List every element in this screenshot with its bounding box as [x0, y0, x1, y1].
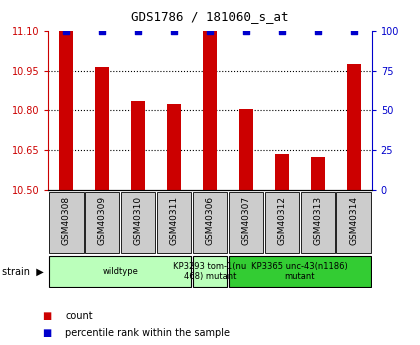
Bar — [275, 154, 289, 190]
Bar — [167, 104, 181, 190]
Bar — [121, 192, 155, 253]
Text: wildtype: wildtype — [102, 267, 138, 276]
Point — [63, 28, 70, 34]
Bar — [85, 192, 119, 253]
Point — [171, 28, 177, 34]
Bar — [228, 256, 371, 287]
Bar — [265, 192, 299, 253]
Bar — [203, 31, 217, 190]
Point — [350, 28, 357, 34]
Bar — [193, 192, 227, 253]
Text: percentile rank within the sample: percentile rank within the sample — [65, 328, 230, 338]
Bar — [311, 157, 325, 190]
Text: strain  ▶: strain ▶ — [2, 267, 44, 277]
Text: ■: ■ — [42, 311, 51, 321]
Point — [243, 28, 249, 34]
Bar — [336, 192, 371, 253]
Bar — [301, 192, 335, 253]
Text: GSM40310: GSM40310 — [134, 196, 143, 245]
Point — [99, 28, 105, 34]
Text: KP3365 unc-43(n1186)
mutant: KP3365 unc-43(n1186) mutant — [252, 262, 348, 282]
Bar — [193, 256, 227, 287]
Text: GSM40307: GSM40307 — [241, 196, 250, 245]
Text: GDS1786 / 181060_s_at: GDS1786 / 181060_s_at — [131, 10, 289, 23]
Text: GSM40309: GSM40309 — [98, 196, 107, 245]
Bar — [131, 101, 145, 190]
Text: ■: ■ — [42, 328, 51, 338]
Text: GSM40311: GSM40311 — [170, 196, 178, 245]
Text: count: count — [65, 311, 93, 321]
Bar — [49, 256, 192, 287]
Bar — [346, 64, 361, 190]
Text: KP3293 tom-1(nu
468) mutant: KP3293 tom-1(nu 468) mutant — [173, 262, 247, 282]
Bar — [239, 109, 253, 190]
Text: GSM40312: GSM40312 — [277, 196, 286, 245]
Bar — [59, 31, 74, 190]
Text: GSM40314: GSM40314 — [349, 196, 358, 245]
Text: GSM40306: GSM40306 — [205, 196, 215, 245]
Bar — [95, 67, 109, 190]
Bar — [49, 192, 84, 253]
Point — [207, 28, 213, 34]
Bar — [157, 192, 192, 253]
Text: GSM40308: GSM40308 — [62, 196, 71, 245]
Point — [278, 28, 285, 34]
Point — [315, 28, 321, 34]
Point — [135, 28, 142, 34]
Bar — [228, 192, 263, 253]
Text: GSM40313: GSM40313 — [313, 196, 322, 245]
